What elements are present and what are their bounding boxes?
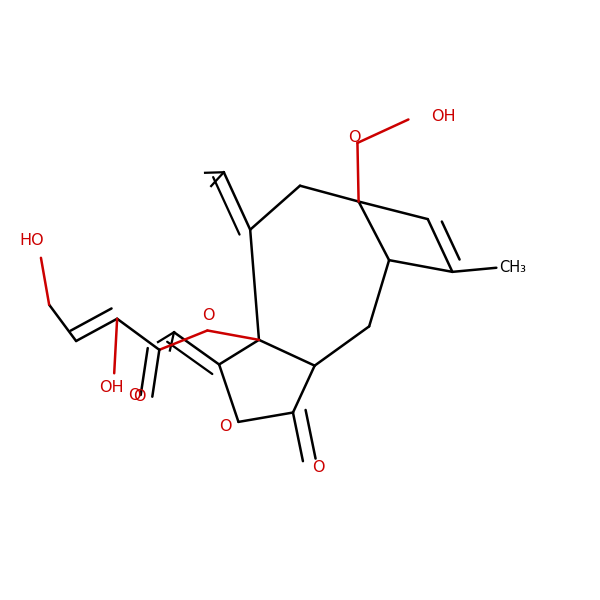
Text: O: O — [202, 308, 215, 323]
Text: O: O — [312, 460, 324, 475]
Text: O: O — [133, 389, 146, 404]
Text: HO: HO — [20, 233, 44, 248]
Text: CH₃: CH₃ — [499, 260, 526, 275]
Text: O: O — [219, 419, 232, 434]
Text: O: O — [128, 388, 141, 403]
Text: O: O — [348, 130, 361, 145]
Text: OH: OH — [99, 380, 124, 395]
Text: OH: OH — [431, 109, 455, 124]
